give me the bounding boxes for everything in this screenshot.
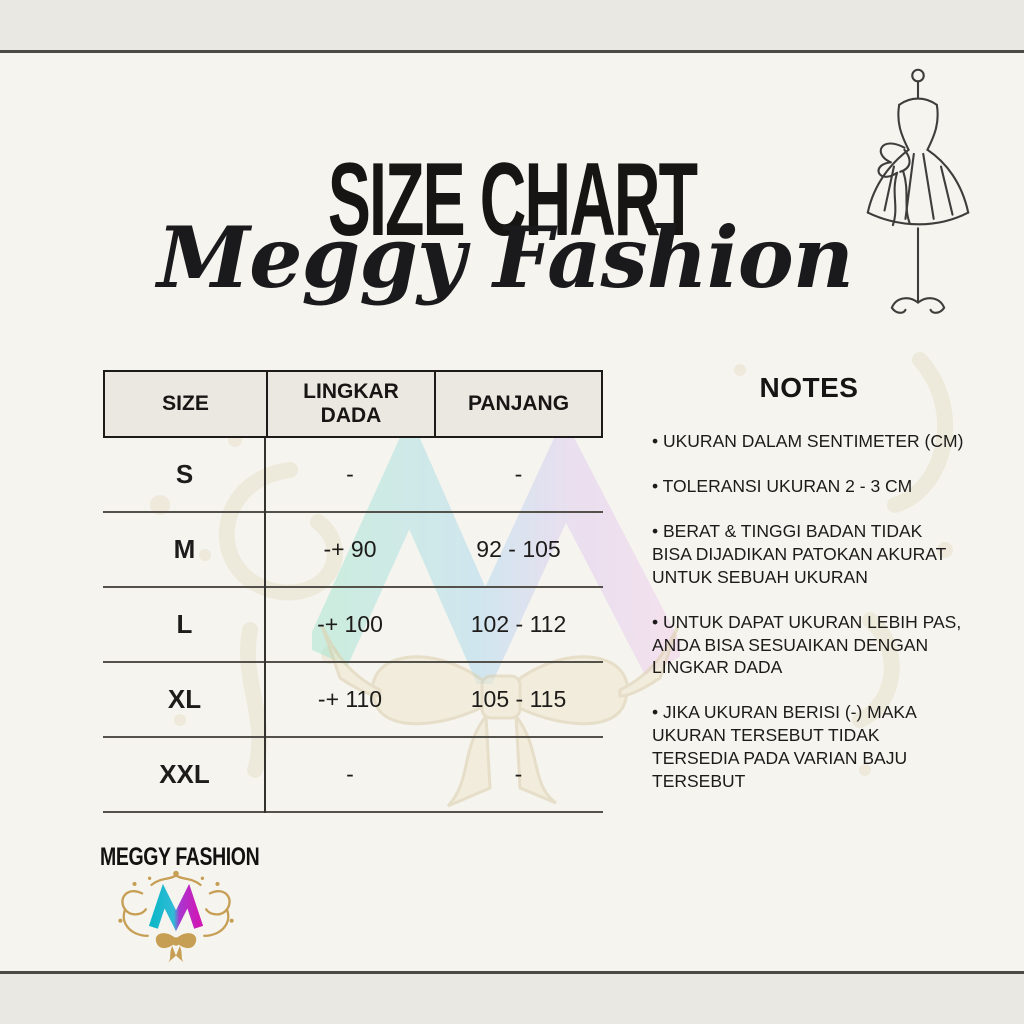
note-item: • UNTUK DAPAT UKURAN LEBIH PAS, ANDA BIS… — [652, 611, 962, 678]
panjang-value: - — [514, 761, 523, 787]
meggy-logo — [118, 870, 234, 964]
table-row-xxl: XXL - - — [103, 738, 603, 813]
panjang-value: - — [514, 461, 523, 487]
size-label: S — [175, 459, 194, 489]
brand-name: MEGGY FASHION — [100, 843, 260, 871]
lingkar-dada-value: -+ 100 — [317, 611, 383, 637]
column-header-lingkar-dada: LINGKAR DADA — [268, 372, 436, 436]
notes-panel: NOTES • UKURAN DALAM SENTIMETER (CM) • T… — [652, 372, 966, 815]
lingkar-dada-value: - — [346, 761, 354, 787]
top-border-strip — [0, 0, 1024, 53]
size-label: M — [173, 534, 196, 564]
column-header-panjang: PANJANG — [467, 391, 570, 415]
note-item: • UKURAN DALAM SENTIMETER (CM) — [652, 431, 964, 451]
page-title: SIZE CHART — [327, 142, 698, 258]
table-column-divider — [264, 438, 266, 813]
note-item: • TOLERANSI UKURAN 2 - 3 CM — [652, 475, 913, 496]
title-block: SIZE CHART Meggy Fashion — [0, 142, 1024, 304]
table-row-s: S - - — [103, 438, 603, 513]
lingkar-dada-value: - — [346, 461, 354, 487]
brand-script-title: Meggy Fashion — [157, 208, 854, 307]
panjang-value: 92 - 105 — [476, 536, 561, 562]
panjang-value: 102 - 112 — [470, 611, 567, 637]
panjang-value: 105 - 115 — [470, 686, 567, 712]
table-row-l: L -+ 100 102 - 112 — [103, 588, 603, 663]
bottom-border-strip — [0, 971, 1024, 1024]
table-row-xl: XL -+ 110 105 - 115 — [103, 663, 603, 738]
column-header-size: SIZE — [105, 372, 268, 436]
size-table: SIZE LINGKAR DADA PANJANG S - - M -+ 90 … — [103, 370, 603, 813]
lingkar-dada-value: -+ 90 — [323, 536, 377, 562]
notes-heading: NOTES — [759, 372, 859, 403]
size-label: XXL — [159, 759, 210, 789]
size-label: L — [176, 609, 193, 639]
table-row-m: M -+ 90 92 - 105 — [103, 513, 603, 588]
lingkar-dada-value: -+ 110 — [317, 686, 383, 712]
size-label: XL — [167, 684, 202, 714]
size-table-header-row: SIZE LINGKAR DADA PANJANG — [103, 370, 603, 438]
dress-sketch-icon — [866, 68, 970, 314]
note-item: • BERAT & TINGGI BADAN TIDAK BISA DIJADI… — [652, 520, 947, 587]
note-item: • JIKA UKURAN BERISI (-) MAKA UKURAN TER… — [652, 702, 916, 792]
